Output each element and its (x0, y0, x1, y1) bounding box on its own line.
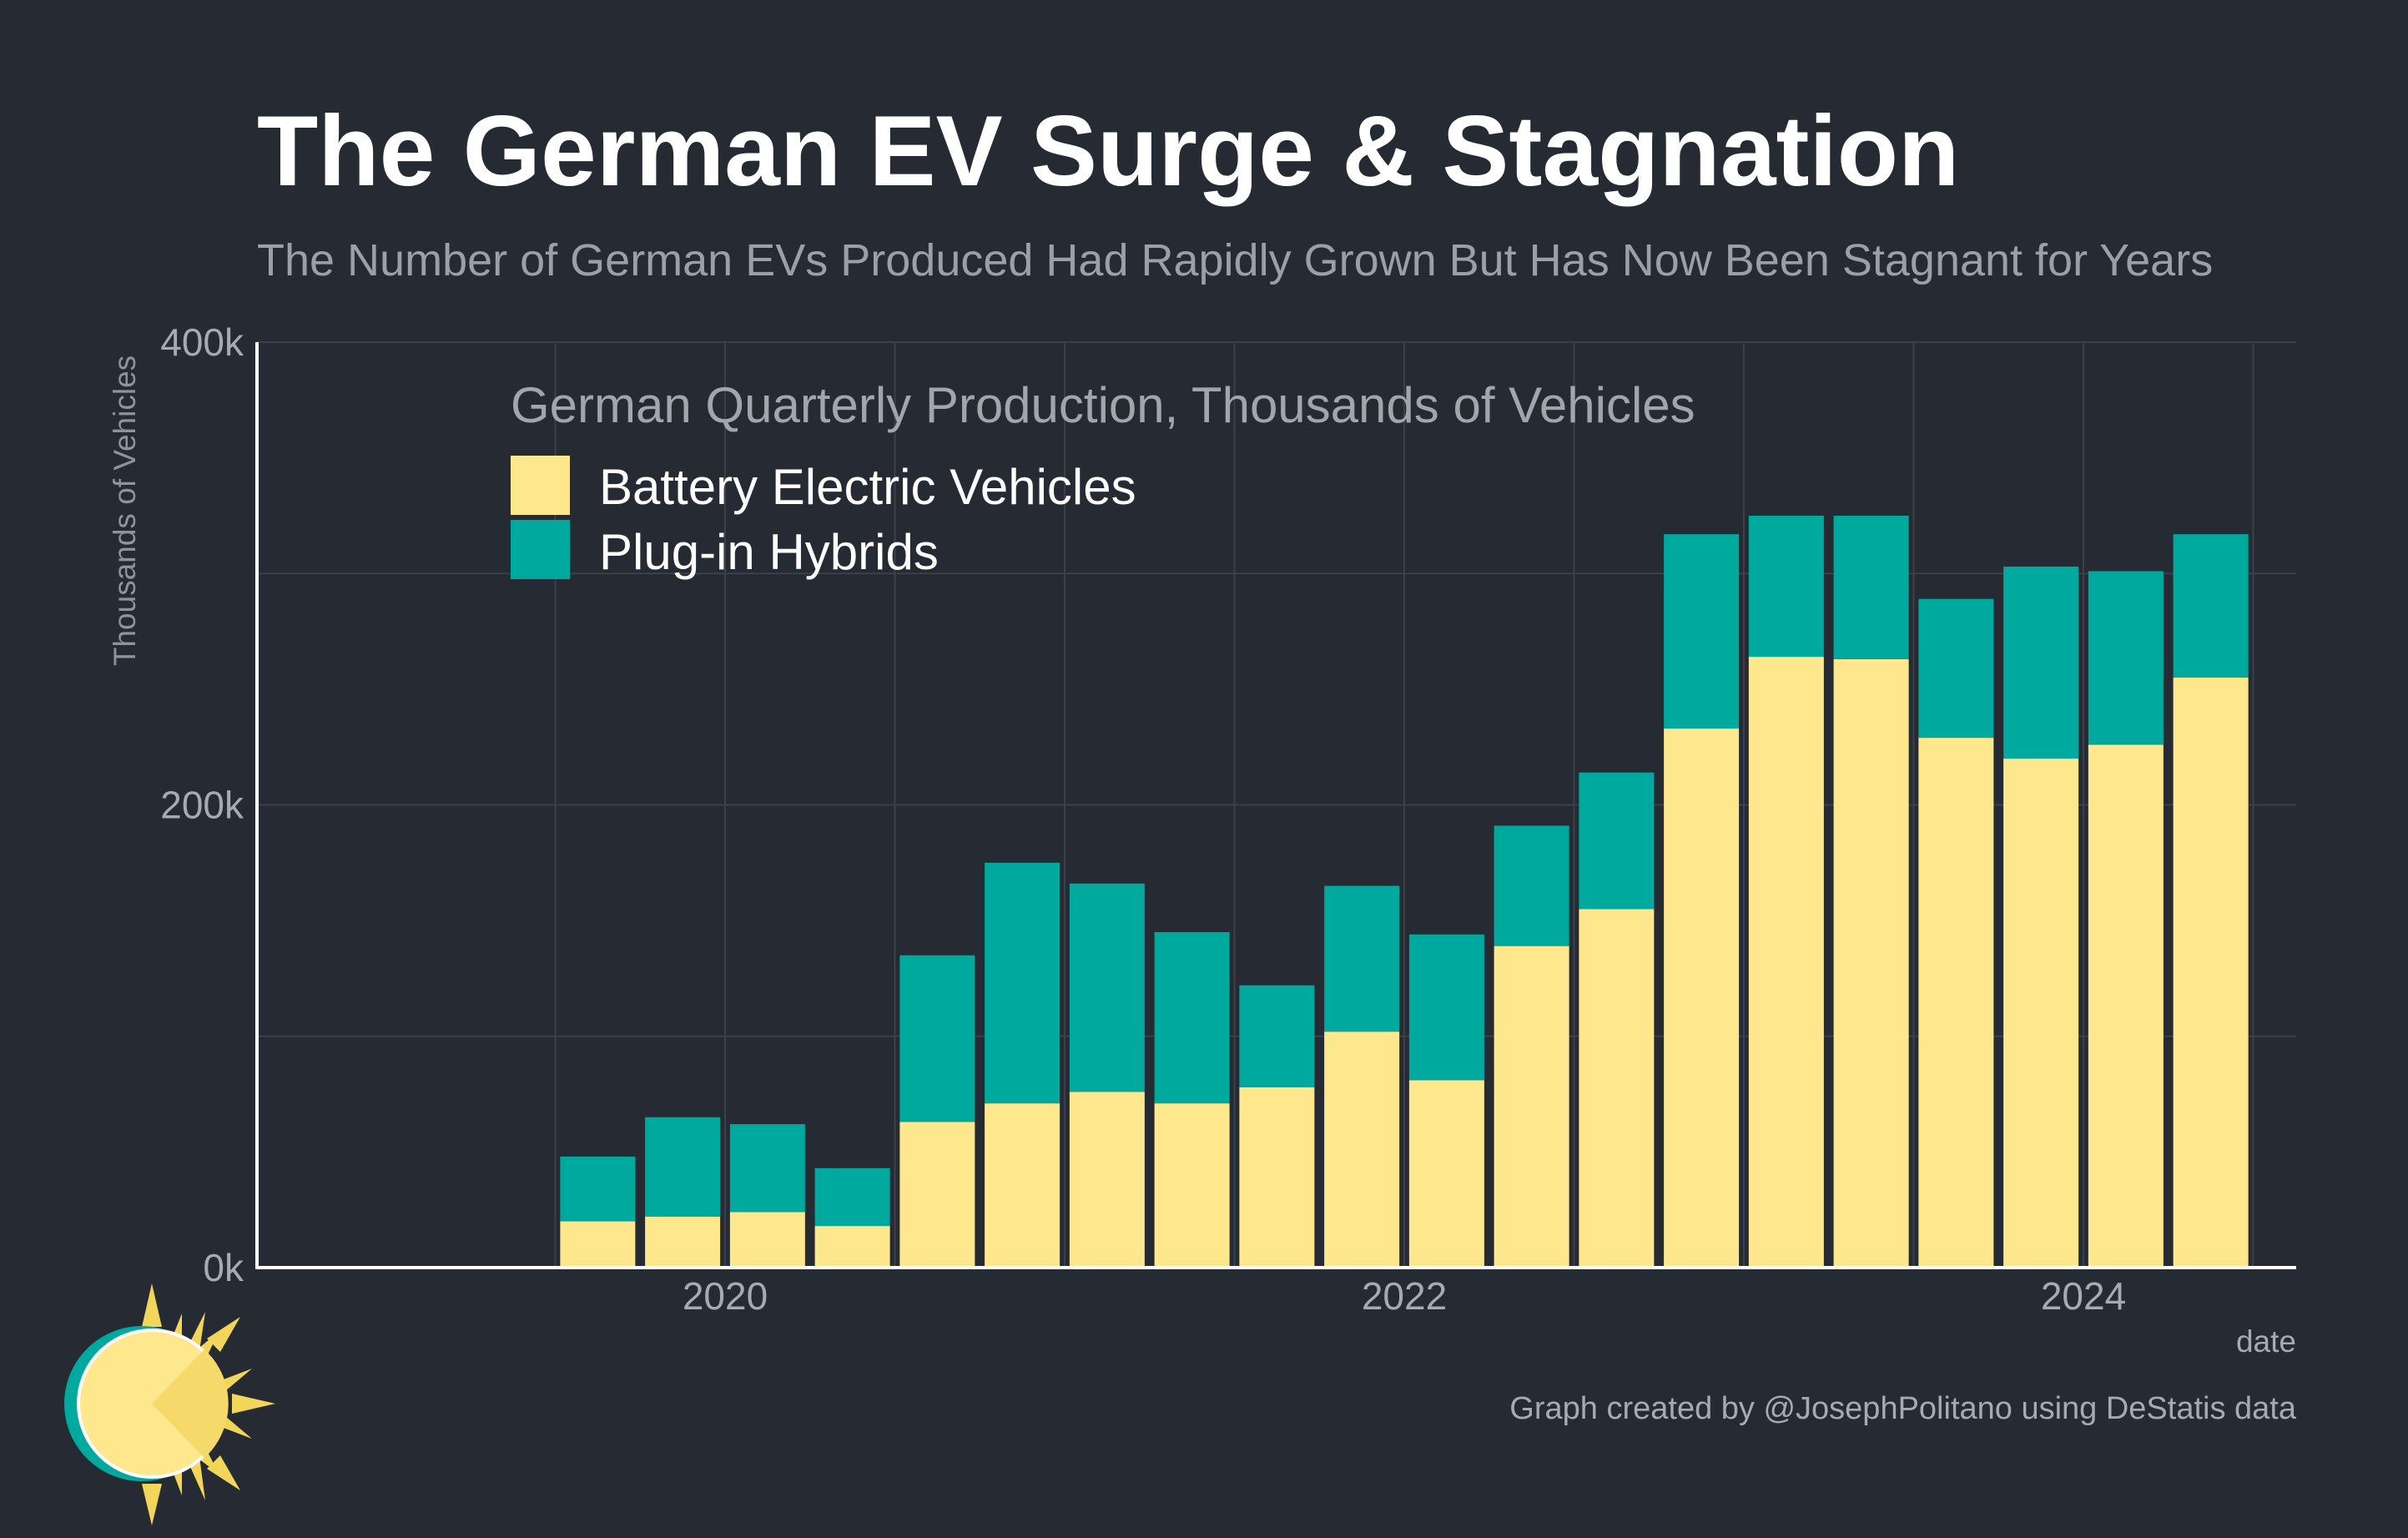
bar-phev-2023-q3 (1918, 598, 1994, 739)
bar-bev-2021-q2 (1154, 1103, 1230, 1268)
bar-bev-2020-q1 (729, 1212, 805, 1268)
bar-phev-2023-q4 (2003, 566, 2079, 759)
bar-phev-2023-q2 (1833, 515, 1909, 659)
bar-phev-2021-q1 (1069, 883, 1145, 1092)
bar-phev-2022-q4 (1664, 534, 1740, 729)
y-axis-label: Thousands of Vehicles (108, 356, 142, 666)
bar-bev-2024-q1 (2088, 744, 2164, 1268)
bar-phev-2023-q1 (1748, 515, 1824, 658)
bar-phev-2021-q3 (1239, 985, 1315, 1087)
bar-phev-2019-q4 (645, 1117, 721, 1218)
chart-title: The German EV Surge & Stagnation (257, 95, 1959, 207)
x-tick-label: 2022 (1362, 1274, 1447, 1318)
chart-subtitle: The Number of German EVs Produced Had Ra… (257, 235, 2213, 285)
bar-bev-2020-q3 (899, 1122, 975, 1268)
legend-swatch-phev (511, 520, 570, 579)
bar-phev-2021-q2 (1154, 931, 1230, 1104)
y-tick-label: 400k (160, 320, 244, 364)
bar-bev-2021-q3 (1239, 1087, 1315, 1268)
bar-phev-2022-q2 (1494, 825, 1569, 946)
y-tick-label: 0k (203, 1246, 244, 1289)
bars (560, 515, 2249, 1268)
bar-bev-2022-q2 (1494, 945, 1569, 1268)
bar-bev-2021-q1 (1069, 1092, 1145, 1268)
bar-bev-2021-q4 (1324, 1031, 1400, 1268)
bar-phev-2020-q3 (899, 955, 975, 1122)
bar-bev-2019-q4 (645, 1217, 721, 1268)
x-tick-label: 2020 (683, 1274, 768, 1318)
source-caption: Graph created by @JosephPolitano using D… (1509, 1391, 2297, 1426)
legend: German Quarterly Production, Thousands o… (511, 377, 1695, 580)
gridlines (257, 341, 2296, 1268)
bar-phev-2020-q1 (729, 1124, 805, 1213)
bar-phev-2022-q3 (1579, 772, 1655, 910)
bar-phev-2020-q2 (814, 1167, 890, 1227)
bar-phev-2024-q1 (2088, 571, 2164, 745)
bar-bev-2024-q2 (2173, 678, 2249, 1268)
bar-bev-2023-q1 (1748, 657, 1824, 1268)
bar-bev-2023-q2 (1833, 658, 1909, 1268)
bar-bev-2022-q1 (1408, 1080, 1484, 1268)
y-tick-label: 200k (160, 784, 244, 827)
legend-label-bev: Battery Electric Vehicles (599, 459, 1136, 515)
bar-bev-2022-q3 (1579, 909, 1655, 1268)
bar-bev-2022-q4 (1664, 729, 1740, 1268)
bar-bev-2019-q3 (560, 1221, 636, 1268)
axes (255, 342, 2296, 1269)
bar-phev-2019-q3 (560, 1156, 636, 1222)
bar-phev-2020-q4 (985, 862, 1060, 1104)
bar-bev-2023-q3 (1918, 738, 1994, 1268)
sun-logo-icon (64, 1283, 275, 1525)
bar-phev-2021-q4 (1324, 885, 1400, 1032)
x-axis-label: date (2236, 1324, 2296, 1359)
bar-phev-2024-q2 (2173, 534, 2249, 678)
tick-labels: 0k 200k 400k 2020 2022 2024 (160, 320, 2126, 1318)
bar-bev-2023-q4 (2003, 759, 2079, 1268)
bar-bev-2020-q2 (814, 1226, 890, 1268)
legend-label-phev: Plug-in Hybrids (599, 524, 939, 580)
bar-bev-2020-q4 (985, 1103, 1060, 1268)
legend-swatch-bev (511, 456, 570, 515)
legend-title: German Quarterly Production, Thousands o… (511, 377, 1695, 433)
x-tick-label: 2024 (2041, 1274, 2126, 1318)
bar-phev-2022-q1 (1408, 934, 1484, 1081)
